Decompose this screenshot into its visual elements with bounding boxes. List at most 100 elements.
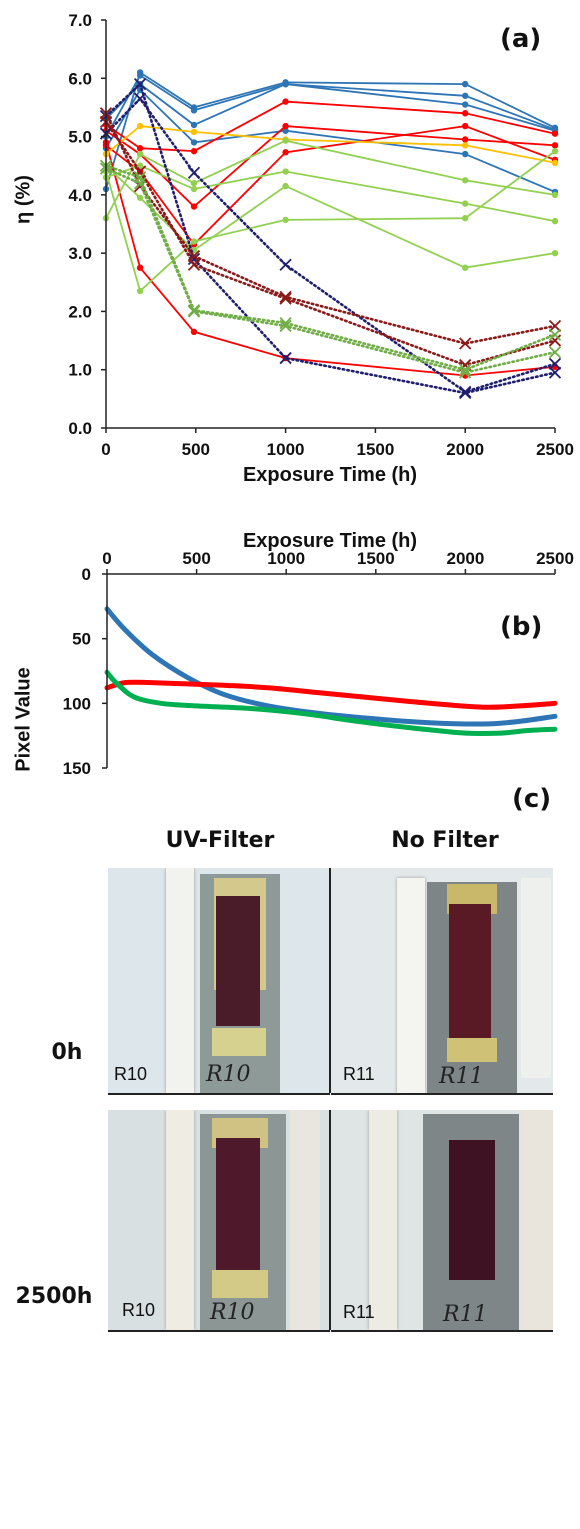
data-point-cross [187,252,201,266]
r10-handwriting-2500h: R10 [210,1300,255,1325]
data-point [551,147,559,155]
x-tick-label: 2000 [446,550,484,568]
data-point [136,150,144,158]
photo-r10-2500h: R10 R10 [108,1110,330,1332]
data-point-cross [279,351,292,365]
data-point [190,139,198,146]
data-point [136,264,144,271]
series-line [104,167,557,374]
y-tick-label: 5.0 [68,128,92,147]
x-tick-label: 500 [182,440,210,459]
y-tick-label: 2.0 [68,302,92,321]
data-point [462,80,469,88]
data-point-cross [279,319,292,333]
panel-a-label: (a) [500,24,542,54]
pixel-series-line [104,669,558,737]
data-point-cross [279,258,292,271]
row-0h-header: 0h [51,1040,83,1065]
panel-b-label: (b) [500,612,543,642]
data-point [282,137,289,144]
data-point [551,159,559,166]
data-point [136,194,144,201]
y-tick-label: 100 [63,694,91,713]
r10-handwriting: R10 [206,1062,251,1087]
y-tick-label: 0 [82,565,91,584]
data-point [462,92,469,99]
data-point [282,122,289,130]
data-point-cross [187,258,201,271]
data-point-cross [459,366,472,379]
photo-r10-0h: R10 R10 [108,868,330,1095]
row-2500h-header: 2500h [15,1284,93,1309]
data-point [282,149,289,156]
y-tick-label: 150 [63,759,91,778]
x-tick-label: 2500 [536,550,574,568]
data-point-cross [548,346,562,359]
r10-tag: R10 [114,1064,148,1084]
series-line [105,100,556,153]
chart-b-ylabel: Pixel Value [12,667,35,772]
data-point [190,185,198,193]
series-line [105,74,556,138]
y-tick-label: 0.0 [68,419,92,438]
series-line [104,112,557,345]
uv-filter-header: UV-Filter [165,828,275,853]
data-point [282,216,289,224]
data-point [190,147,198,155]
series-line [104,164,557,372]
data-point [462,214,469,222]
series-line [105,165,556,269]
series-line [105,71,556,190]
r11-handwriting: R11 [439,1064,484,1089]
data-point-cross [548,366,562,379]
data-point [190,128,198,136]
data-point [462,110,469,117]
data-point [136,122,144,130]
x-tick-label: 1500 [356,440,394,459]
series-line [105,125,556,208]
series-line [105,150,556,293]
data-point [462,177,469,184]
y-tick-label: 50 [72,630,91,649]
x-tick-label: 0 [101,440,110,459]
r10-tag-2500h: R10 [122,1300,156,1320]
data-point-cross [459,337,472,350]
photo-divider-top [329,868,331,1093]
efficiency-chart: 0.0 1.0 2.0 3.0 4.0 5.0 6.0 7.0 0 500 1000 1500 2000… [68,11,574,459]
x-tick-label: 500 [182,550,210,568]
data-point-cross [459,363,472,376]
data-point [462,101,469,108]
data-point [190,328,198,336]
data-point [190,238,198,245]
data-point [190,180,198,187]
data-point [462,122,469,130]
data-point [282,182,289,190]
no-filter-header: No Filter [391,828,499,853]
data-point-cross [548,319,562,333]
chart-a-ylabel: η (%) [12,175,35,224]
series-line [105,82,556,132]
series-line [105,142,556,377]
data-point-cross [279,292,292,305]
data-point [462,264,469,271]
panel-c-label: (c) [512,784,552,814]
data-point [551,142,559,149]
data-point-cross [133,165,147,178]
chart-b-xlabel: Exposure Time (h) [242,530,418,552]
data-point-cross [459,386,472,400]
data-point [462,142,469,149]
data-point [136,287,144,295]
series-line [104,96,557,394]
x-tick-label: 2500 [536,440,574,459]
y-tick-label: 1.0 [68,361,92,380]
r11-handwriting-2500h: R11 [443,1302,488,1327]
data-point-cross [548,328,562,341]
data-point [282,98,289,105]
data-point [190,107,198,114]
data-point [282,168,289,175]
x-tick-label: 2000 [446,440,484,459]
photo-r11-2500h: R11 R11 [331,1110,553,1332]
data-point-cross [133,77,147,91]
y-tick-label: 7.0 [68,11,92,30]
data-point [190,203,198,210]
